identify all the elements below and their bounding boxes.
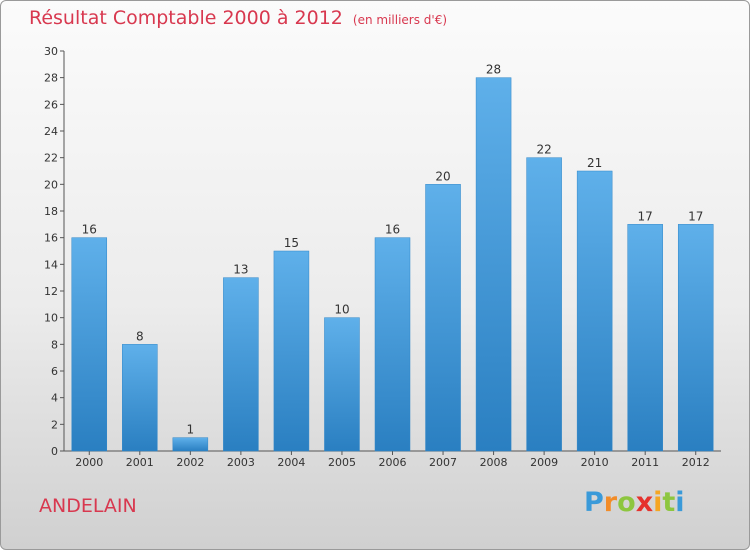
x-tick-label: 2010 <box>581 456 609 469</box>
bar-2010 <box>576 170 613 452</box>
logo-letter: r <box>603 487 618 518</box>
logo-letter: o <box>617 487 636 518</box>
logo-letter: i <box>675 487 685 518</box>
y-tick-label: 22 <box>44 152 58 165</box>
x-tick-label: 2008 <box>480 456 508 469</box>
bar-series <box>71 77 714 452</box>
value-label-2010: 21 <box>587 156 602 170</box>
value-label-2008: 28 <box>486 63 501 77</box>
bar-2002 <box>172 437 209 452</box>
y-tick-label: 8 <box>51 338 58 351</box>
y-tick-label: 0 <box>51 445 58 458</box>
logo-letter: i <box>653 487 663 518</box>
value-labels: 16 8 1 13 15 10 16 20 28 22 21 17 17 <box>82 63 704 437</box>
bar-2011 <box>627 224 663 452</box>
x-tick-label: 2009 <box>530 456 558 469</box>
y-tick-label: 6 <box>51 365 58 378</box>
x-tick-label: 2001 <box>126 456 154 469</box>
y-tick-label: 12 <box>44 285 58 298</box>
x-tick-label: 2011 <box>631 456 659 469</box>
bar-2008 <box>475 77 512 452</box>
x-tick-label: 2004 <box>277 456 305 469</box>
value-label-2004: 15 <box>284 236 299 250</box>
bar-2003 <box>223 277 259 452</box>
value-label-2003: 13 <box>233 263 248 277</box>
logo-letter: t <box>662 487 676 518</box>
y-tick-label: 18 <box>44 205 58 218</box>
bar-2012 <box>677 224 714 452</box>
bar-2005 <box>324 317 360 452</box>
value-label-2011: 17 <box>638 209 653 223</box>
bar-2007 <box>425 184 461 452</box>
value-label-2009: 22 <box>536 143 551 157</box>
y-tick-label: 14 <box>44 258 58 271</box>
x-tick-label: 2007 <box>429 456 457 469</box>
proxiti-logo: Proxiti <box>584 487 685 518</box>
bar-2009 <box>526 157 562 452</box>
x-tick-label: 2006 <box>379 456 407 469</box>
commune-name: ANDELAIN <box>39 495 137 517</box>
logo-letter: P <box>584 487 604 518</box>
chart-title-unit: (en milliers d'€) <box>352 13 448 27</box>
y-tick-label: 20 <box>44 178 58 191</box>
value-label-2007: 20 <box>435 169 450 183</box>
bar-2006 <box>374 237 411 452</box>
y-tick-label: 4 <box>51 392 58 405</box>
x-tick-label: 2003 <box>227 456 255 469</box>
value-label-2000: 16 <box>82 223 97 237</box>
y-tick-label: 28 <box>44 72 58 85</box>
logo-letter: x <box>635 487 654 518</box>
y-tick-label: 10 <box>44 312 58 325</box>
value-label-2006: 16 <box>385 223 400 237</box>
x-tick-label: 2000 <box>75 456 103 469</box>
value-label-2001: 8 <box>136 329 144 343</box>
y-tick-label: 2 <box>51 418 58 431</box>
bar-2000 <box>71 237 108 452</box>
bar-2004 <box>273 250 310 452</box>
bar-2001 <box>122 344 158 452</box>
value-label-2002: 1 <box>187 423 195 437</box>
chart-title-main: Résultat Comptable 2000 à 2012 <box>29 7 343 29</box>
x-tick-label: 2012 <box>682 456 710 469</box>
x-tick-label: 2005 <box>328 456 356 469</box>
y-tick-label: 16 <box>44 232 58 245</box>
x-tick-label: 2002 <box>176 456 204 469</box>
y-tick-label: 24 <box>44 125 58 138</box>
y-tick-label: 30 <box>44 45 58 58</box>
value-label-2012: 17 <box>688 209 703 223</box>
y-tick-label: 26 <box>44 98 58 111</box>
chart-title: Résultat Comptable 2000 à 2012 (en millie… <box>29 7 447 29</box>
x-axis: 2000 2001 2002 2003 2004 2005 2006 2007 2008 2009… <box>64 450 721 469</box>
value-label-2005: 10 <box>334 303 349 317</box>
